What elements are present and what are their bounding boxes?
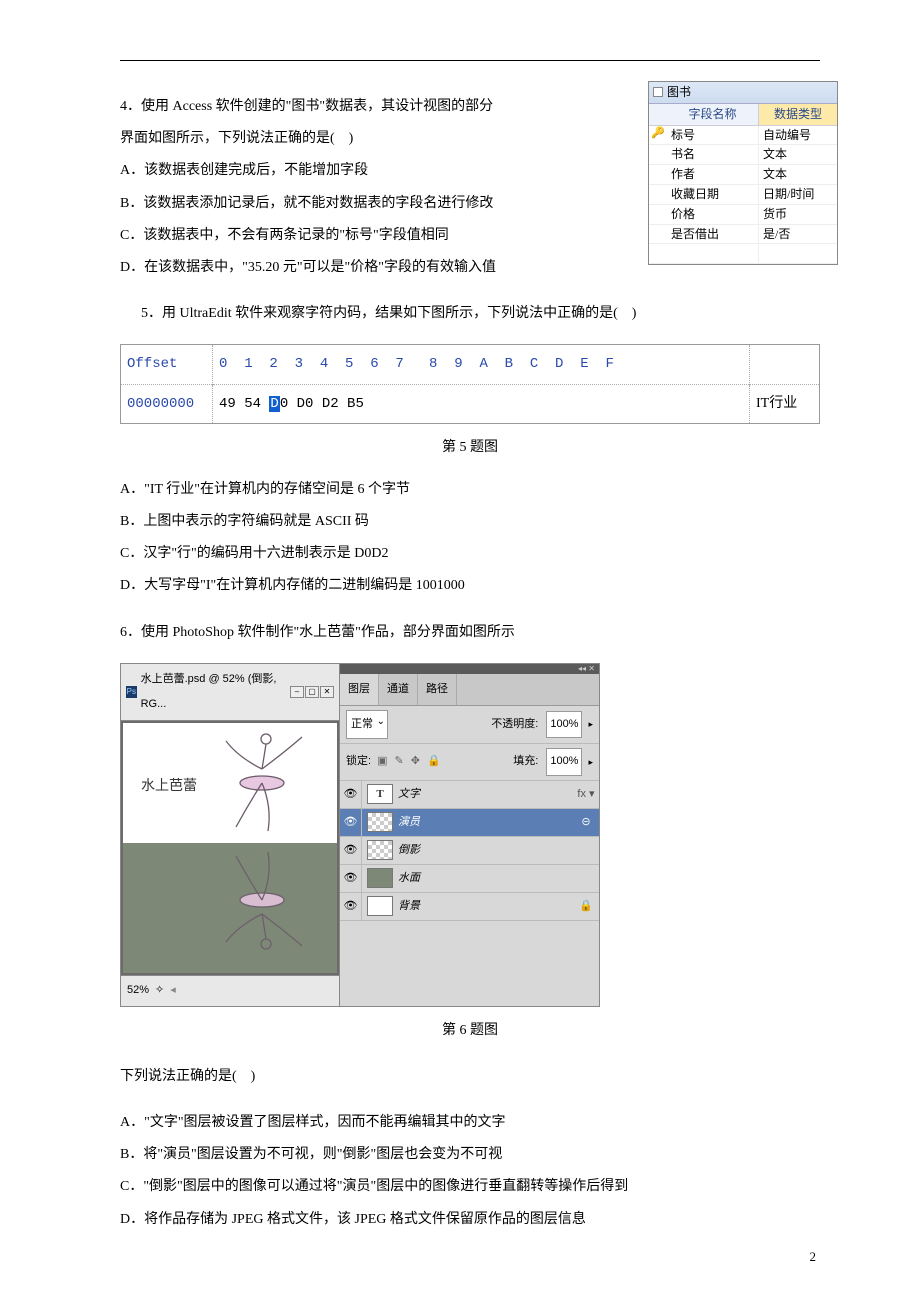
- layer-thumb: [367, 840, 393, 860]
- q5-optA: A．"IT 行业"在计算机内的存储空间是 6 个字节: [120, 474, 820, 506]
- minimize-icon[interactable]: –: [290, 686, 304, 698]
- q6-optD: D．将作品存储为 JPEG 格式文件，该 JPEG 格式文件保留原作品的图层信息: [120, 1204, 820, 1236]
- q5-optB: B．上图中表示的字符编码就是 ASCII 码: [120, 506, 820, 538]
- q4-optA: A．该数据表创建完成后，不能增加字段: [120, 155, 600, 187]
- layer-name: 背景: [398, 894, 573, 919]
- layer-thumb: [367, 812, 393, 832]
- maximize-icon[interactable]: ▢: [305, 686, 319, 698]
- ps-lock-row: 锁定: ▣ ✎ ✥ 🔒 填充: 100% ▸: [340, 744, 599, 780]
- access-row: 价格货币: [649, 205, 837, 225]
- access-row: 是否借出是/否: [649, 225, 837, 245]
- hex-offset-label: Offset: [121, 345, 213, 384]
- hex-selected-byte: D: [269, 396, 279, 412]
- photoshop-icon: Ps: [126, 686, 137, 698]
- q4-optB: B．该数据表添加记录后，就不能对数据表的字段名进行修改: [120, 188, 600, 220]
- dancer-figure: [218, 727, 308, 842]
- visibility-icon[interactable]: 👁: [340, 893, 362, 920]
- arrow-icon[interactable]: ▸: [588, 714, 593, 735]
- ps-layer[interactable]: 👁 演员⊝: [340, 809, 599, 837]
- layer-name: 倒影: [398, 838, 573, 863]
- layer-name: 演员: [398, 810, 573, 835]
- layer-status-icon: ⊝: [573, 810, 599, 835]
- layer-thumb: [367, 868, 393, 888]
- ps-layer[interactable]: 👁 背景🔒: [340, 893, 599, 921]
- ps-layer[interactable]: 👁T文字fx ▾: [340, 781, 599, 809]
- access-row: 收藏日期日期/时间: [649, 185, 837, 205]
- q5-intro: 5．用 UltraEdit 软件来观察字符内码，结果如下图所示，下列说法中正确的…: [120, 298, 820, 330]
- opacity-value[interactable]: 100%: [546, 711, 582, 738]
- tab-layers[interactable]: 图层: [340, 674, 379, 705]
- access-row: 🔑标号自动编号: [649, 126, 837, 146]
- ps-zoom: 52%: [127, 978, 149, 1003]
- ps-document-window: Ps 水上芭蕾.psd @ 52% (倒影, RG... – ▢ ✕ 水上芭蕾: [121, 664, 339, 1006]
- access-row: 作者文本: [649, 165, 837, 185]
- access-row: 书名文本: [649, 145, 837, 165]
- access-title: 图书: [667, 84, 691, 101]
- hand-icon: ✧: [155, 978, 164, 1003]
- visibility-icon[interactable]: 👁: [340, 781, 362, 808]
- table-icon: [653, 87, 663, 97]
- lock-label: 锁定:: [346, 749, 371, 774]
- q4-line2: 界面如图所示，下列说法正确的是( ): [120, 123, 600, 155]
- hex-bytes: 49 54 D0 D0 D2 B5: [213, 384, 750, 423]
- q5-optC: C．汉字"行"的编码用十六进制表示是 D0D2: [120, 538, 820, 570]
- q6-caption: 第 6 题图: [120, 1015, 820, 1047]
- q6-optA: A．"文字"图层被设置了图层样式，因而不能再编辑其中的文字: [120, 1107, 820, 1139]
- ps-layer[interactable]: 👁 倒影: [340, 837, 599, 865]
- visibility-icon[interactable]: 👁: [340, 809, 362, 836]
- ps-layer-list: 👁T文字fx ▾👁演员⊝👁倒影👁水面👁背景🔒: [340, 781, 599, 1006]
- question-4: 4．使用 Access 软件创建的"图书"数据表，其设计视图的部分 界面如图所示…: [120, 91, 820, 284]
- ps-layers-panel: ◂◂ ✕ 图层 通道 路径 正常 不透明度: 100% ▸ 锁定: ▣ ✎ ✥ …: [339, 664, 599, 1006]
- tab-paths[interactable]: 路径: [418, 674, 457, 705]
- blend-mode-select[interactable]: 正常: [346, 710, 388, 739]
- canvas-title-text: 水上芭蕾: [141, 771, 197, 803]
- dancer-reflection: [218, 841, 308, 956]
- access-header: 字段名称 数据类型: [649, 104, 837, 126]
- q6-optC: C．"倒影"图层中的图像可以通过将"演员"图层中的图像进行垂直翻转等操作后得到: [120, 1171, 820, 1203]
- fill-value[interactable]: 100%: [546, 748, 582, 775]
- q5-caption: 第 5 题图: [120, 432, 820, 464]
- fill-label: 填充:: [513, 749, 538, 774]
- access-rows: 🔑标号自动编号书名文本作者文本收藏日期日期/时间价格货币是否借出是/否: [649, 126, 837, 245]
- tab-channels[interactable]: 通道: [379, 674, 418, 705]
- ps-blend-row: 正常 不透明度: 100% ▸: [340, 706, 599, 744]
- layer-thumb: T: [367, 784, 393, 804]
- ps-canvas: 水上芭蕾: [123, 723, 337, 973]
- q6-intro: 6．使用 PhotoShop 软件制作"水上芭蕾"作品，部分界面如图所示: [120, 617, 820, 649]
- layer-status-icon: 🔒: [573, 894, 599, 919]
- q6-tail: 下列说法正确的是( ): [120, 1061, 820, 1093]
- hex-columns: 0 1 2 3 4 5 6 7 8 9 A B C D E F: [213, 345, 750, 384]
- ps-doc-title: 水上芭蕾.psd @ 52% (倒影, RG...: [141, 667, 286, 718]
- hex-offset-val: 00000000: [121, 384, 213, 423]
- ps-panel-tabs: 图层 通道 路径: [340, 674, 599, 706]
- q4-line1: 4．使用 Access 软件创建的"图书"数据表，其设计视图的部分: [120, 91, 600, 123]
- visibility-icon[interactable]: 👁: [340, 837, 362, 864]
- layer-status-icon: fx ▾: [573, 782, 599, 807]
- layer-name: 文字: [398, 782, 573, 807]
- access-design-view: 图书 字段名称 数据类型 🔑标号自动编号书名文本作者文本收藏日期日期/时间价格货…: [648, 81, 838, 265]
- q5-optD: D．大写字母"I"在计算机内存储的二进制编码是 1001000: [120, 570, 820, 602]
- ps-doc-titlebar: Ps 水上芭蕾.psd @ 52% (倒影, RG... – ▢ ✕: [121, 664, 339, 722]
- top-rule: [120, 60, 820, 61]
- q6-optB: B．将"演员"图层设置为不可视，则"倒影"图层也会变为不可视: [120, 1139, 820, 1171]
- opacity-label: 不透明度:: [491, 712, 538, 737]
- lock-icons[interactable]: ▣ ✎ ✥ 🔒: [377, 749, 443, 774]
- access-hcol2: 数据类型: [759, 104, 837, 125]
- hex-ascii: IT行业: [750, 384, 820, 423]
- visibility-icon[interactable]: 👁: [340, 865, 362, 892]
- photoshop-ui: Ps 水上芭蕾.psd @ 52% (倒影, RG... – ▢ ✕ 水上芭蕾: [120, 663, 600, 1007]
- access-title-bar: 图书: [649, 82, 837, 104]
- close-icon[interactable]: ✕: [320, 686, 334, 698]
- layer-thumb: [367, 896, 393, 916]
- ps-status-bar: 52% ✧ ◂: [121, 975, 339, 1005]
- layer-name: 水面: [398, 866, 573, 891]
- page-number: 2: [810, 1242, 817, 1272]
- ps-layer[interactable]: 👁 水面: [340, 865, 599, 893]
- access-hcol1: 字段名称: [667, 104, 759, 125]
- ultraedit-hex-view: Offset 0 1 2 3 4 5 6 7 8 9 A B C D E F 0…: [120, 344, 820, 423]
- arrow-icon[interactable]: ▸: [588, 752, 593, 773]
- q4-optC: C．该数据表中，不会有两条记录的"标号"字段值相同: [120, 220, 600, 252]
